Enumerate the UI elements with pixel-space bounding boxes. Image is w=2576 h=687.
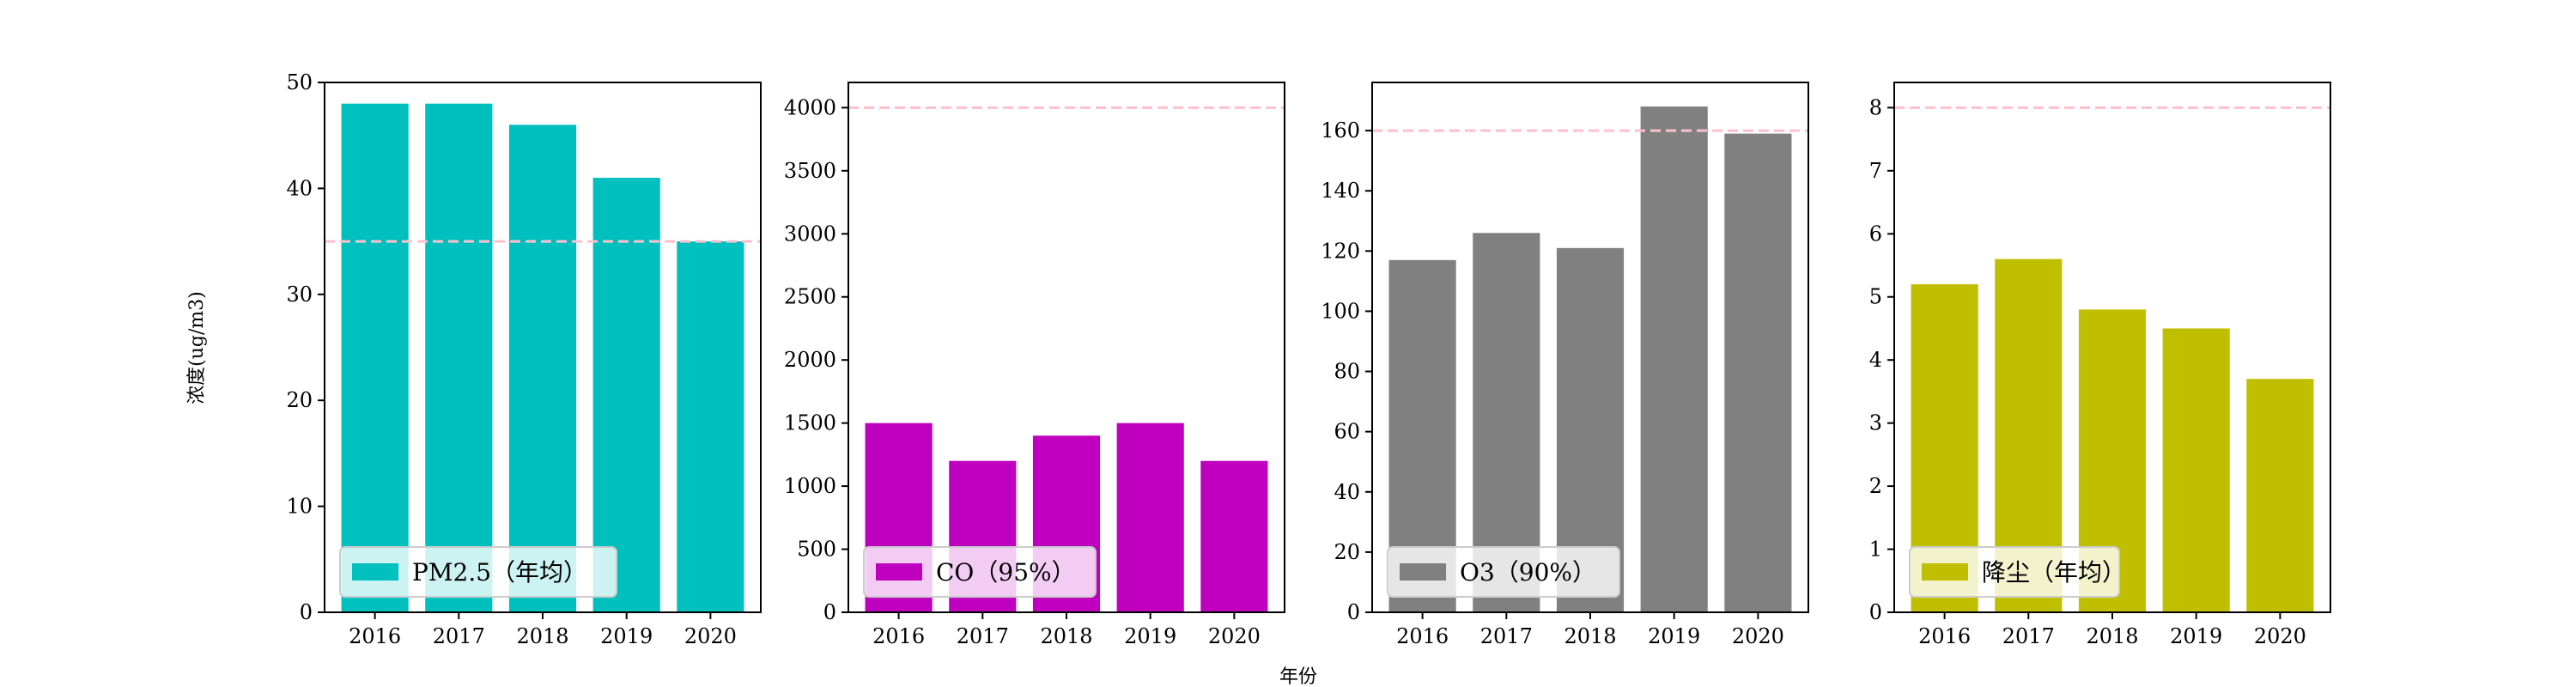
legend-box — [863, 546, 1097, 598]
legend-label: 降尘（年均） — [1982, 558, 2126, 587]
x-tick-label: 2020 — [1732, 624, 1784, 648]
bar-2020 — [1200, 460, 1268, 612]
bar-2020 — [2246, 379, 2314, 612]
x-tick-label: 2018 — [1564, 624, 1616, 648]
y-tick-label: 140 — [1321, 179, 1360, 203]
legend-swatch — [876, 563, 922, 581]
bar-2020 — [1724, 133, 1792, 613]
y-tick-label: 3 — [1869, 411, 1882, 435]
legend: PM2.5（年均） — [339, 546, 617, 598]
x-tick-label: 2017 — [2002, 624, 2055, 648]
y-tick-label: 60 — [1334, 420, 1360, 444]
subplot-4: 0 1 2 3 4 5 6 7 8 2016 2017 2018 2019 2020 降尘（年均） — [1869, 82, 2331, 648]
x-tick-label: 2019 — [2170, 624, 2222, 648]
bar-2019 — [2162, 328, 2230, 612]
bar-2018 — [508, 125, 577, 613]
x-tick-label: 2018 — [2086, 624, 2138, 648]
y-tick-label: 0 — [1347, 600, 1360, 624]
legend: 降尘（年均） — [1909, 546, 2126, 598]
x-tick-label: 2016 — [349, 624, 401, 648]
x-tick-label: 2017 — [433, 624, 485, 648]
y-tick-label: 10 — [286, 495, 313, 519]
y-tick-label: 6 — [1869, 222, 1882, 246]
x-tick-label: 2019 — [1648, 624, 1700, 648]
x-tick-label: 2017 — [1480, 624, 1533, 648]
subplot-2: 0 500 1000 1500 2000 2500 3000 3500 4000 2016 2017… — [784, 82, 1285, 648]
legend-swatch — [352, 563, 398, 581]
y-tick-label: 120 — [1321, 239, 1360, 263]
y-tick-label: 0 — [823, 600, 836, 624]
legend-box — [339, 546, 617, 598]
y-tick-label: 40 — [1334, 480, 1360, 504]
legend-box — [1909, 546, 2120, 598]
y-tick-label: 30 — [286, 283, 313, 307]
x-tick-label: 2016 — [872, 624, 925, 648]
y-tick-label: 4000 — [784, 95, 836, 119]
legend-swatch — [1922, 563, 1968, 581]
y-tick-label: 20 — [286, 388, 313, 412]
x-tick-label: 2016 — [1918, 624, 1971, 648]
x-tick-label: 2020 — [684, 624, 737, 648]
x-tick-label: 2018 — [1040, 624, 1092, 648]
bar-2020 — [677, 241, 744, 612]
y-tick-label: 500 — [797, 538, 836, 562]
y-tick-label: 8 — [1869, 95, 1882, 119]
legend: O3（90%） — [1387, 546, 1620, 598]
bar-2019 — [592, 178, 660, 612]
y-tick-label: 50 — [286, 70, 313, 94]
y-tick-label: 0 — [1869, 600, 1882, 624]
y-tick-label: 40 — [286, 176, 313, 200]
legend-label: O3（90%） — [1460, 558, 1596, 587]
x-tick-label: 2019 — [1124, 624, 1176, 648]
bar-2017 — [425, 103, 493, 613]
x-tick-label: 2017 — [957, 624, 1009, 648]
subplot-1: 0 10 20 30 40 50 2016 2017 2018 2019 2020 PM2.5（年均） — [286, 70, 762, 648]
y-tick-label: 5 — [1869, 285, 1882, 309]
x-tick-label: 2019 — [600, 624, 653, 648]
y-tick-label: 4 — [1869, 348, 1882, 372]
x-tick-label: 2018 — [516, 624, 568, 648]
legend: CO（95%） — [863, 546, 1097, 598]
bar-2016 — [341, 103, 409, 613]
y-tick-label: 20 — [1334, 540, 1360, 564]
x-tick-label: 2016 — [1396, 624, 1449, 648]
y-tick-label: 100 — [1321, 299, 1360, 323]
y-tick-label: 2 — [1869, 474, 1882, 498]
y-tick-label: 2500 — [784, 285, 836, 309]
y-tick-label: 160 — [1321, 119, 1360, 143]
y-tick-label: 3500 — [784, 159, 836, 183]
legend-swatch — [1400, 563, 1446, 581]
legend-box — [1387, 546, 1620, 598]
legend-label: CO（95%） — [936, 558, 1076, 587]
bar-2019 — [1640, 106, 1708, 612]
y-tick-label: 1 — [1869, 538, 1882, 562]
y-tick-label: 1000 — [784, 474, 836, 498]
y-tick-label: 0 — [300, 600, 313, 624]
x-axis-label: 年份 — [1279, 666, 1317, 687]
subplot-3: 0 20 40 60 80 100 120 140 160 2016 2017 2018 2019 202… — [1321, 82, 1809, 648]
y-axis-label: 浓度(ug/m3) — [186, 291, 208, 404]
y-tick-label: 2000 — [784, 348, 836, 372]
x-tick-label: 2020 — [1208, 624, 1261, 648]
y-tick-label: 1500 — [784, 411, 836, 435]
bar-2019 — [1116, 423, 1184, 612]
y-tick-label: 80 — [1334, 360, 1360, 384]
legend-label: PM2.5（年均） — [412, 558, 587, 587]
y-tick-label: 3000 — [784, 222, 836, 246]
x-tick-label: 2020 — [2254, 624, 2306, 648]
y-tick-label: 7 — [1869, 159, 1882, 183]
